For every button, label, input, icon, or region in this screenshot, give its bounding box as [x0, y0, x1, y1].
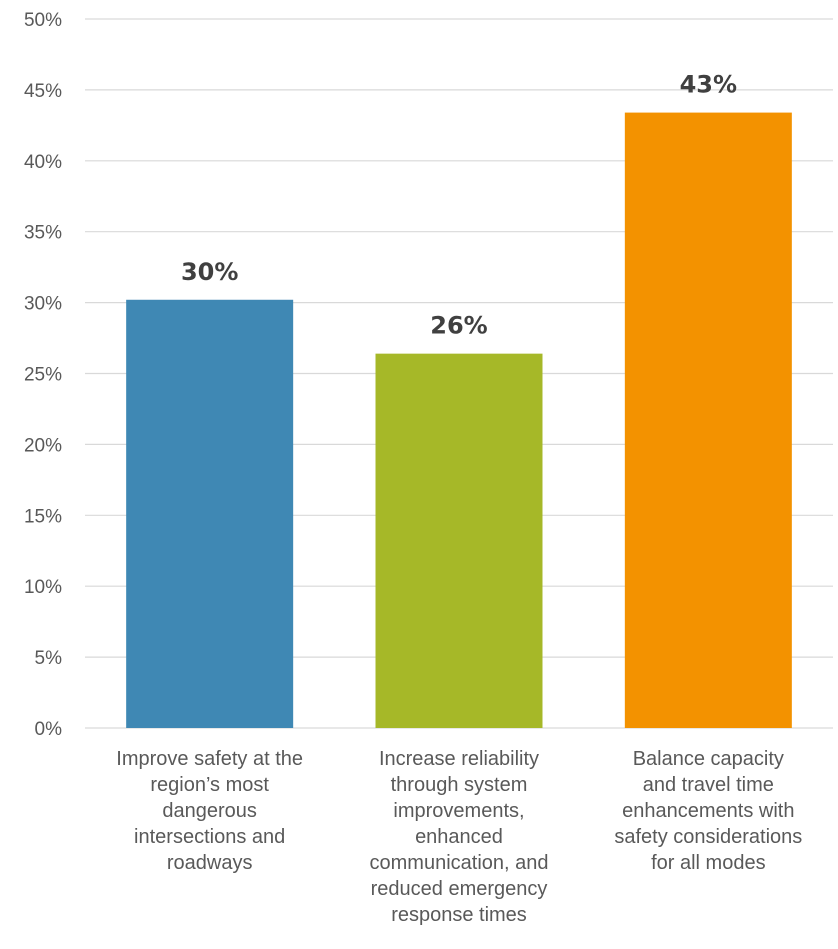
x-tick-label: Increase reliability through system impr…	[369, 748, 549, 926]
y-tick-label: 30%	[24, 294, 62, 315]
y-tick-label: 15%	[24, 506, 62, 527]
bar	[375, 353, 543, 728]
y-tick-label: 50%	[24, 10, 62, 31]
y-tick-label: 45%	[24, 81, 62, 102]
bars	[126, 112, 792, 728]
data-label: 26%	[430, 312, 487, 340]
bar	[624, 112, 792, 728]
x-tick-label: Balance capacity and travel time enhance…	[614, 748, 803, 874]
y-axis: 0% 5% 10% 15% 20% 25% 30% 35% 40% 45% 50%	[24, 10, 62, 740]
data-label: 43%	[680, 71, 737, 99]
bar	[126, 299, 294, 728]
x-tick-label: Improve safety at the region’s most dang…	[116, 748, 304, 874]
y-tick-label: 25%	[24, 365, 62, 386]
y-tick-label: 10%	[24, 577, 62, 598]
y-tick-label: 40%	[24, 152, 62, 173]
y-tick-label: 0%	[35, 719, 63, 740]
y-tick-label: 35%	[24, 223, 62, 244]
y-tick-label: 5%	[35, 648, 63, 669]
y-tick-label: 20%	[24, 435, 62, 456]
data-labels: 30% 26% 43%	[181, 71, 737, 340]
data-label: 30%	[181, 258, 238, 286]
